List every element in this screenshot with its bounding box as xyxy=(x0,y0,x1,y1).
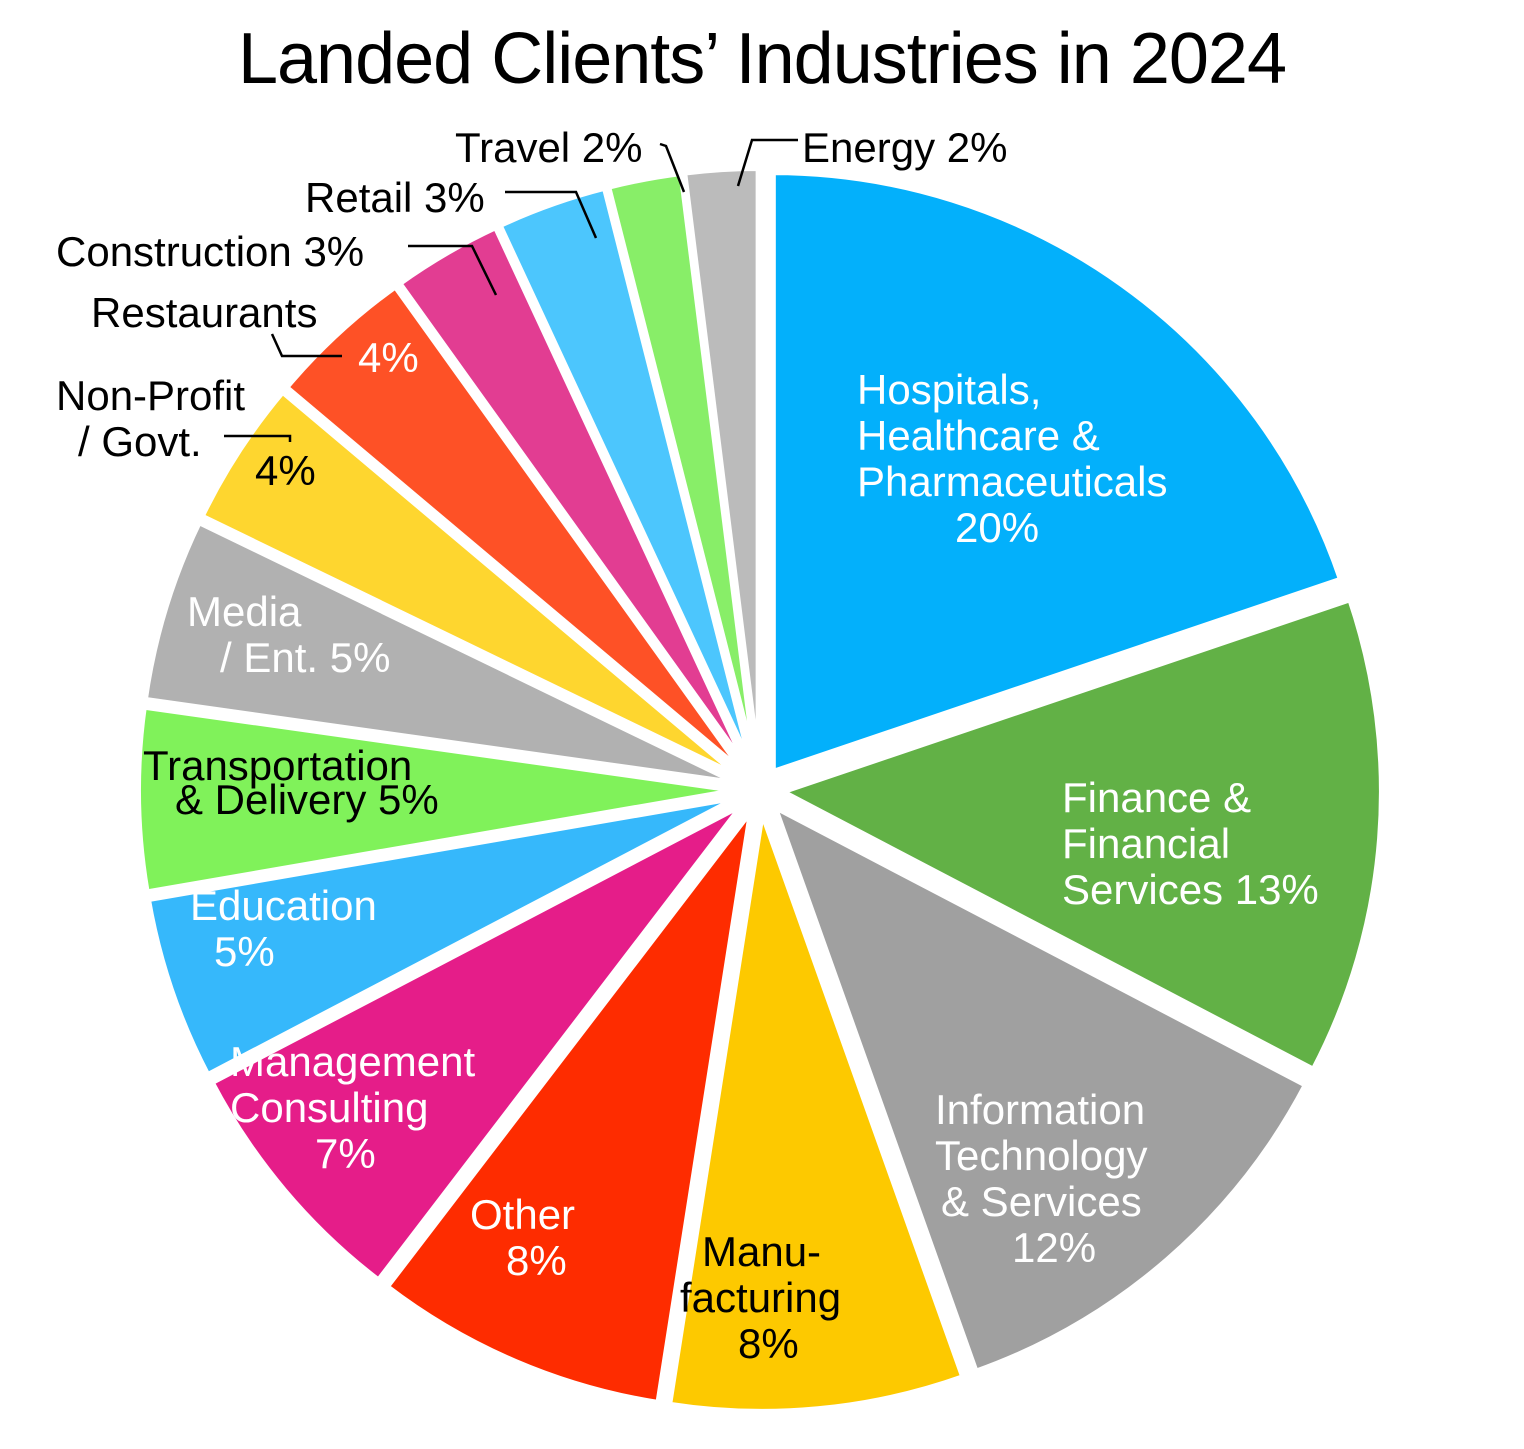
slice-label-line: 5% xyxy=(214,928,275,975)
slice-label-restaurants: 4% xyxy=(358,334,419,381)
callout-label-line: Non-Profit xyxy=(56,372,245,419)
slice-label-line: Media xyxy=(187,588,302,635)
slice-label-line: 20% xyxy=(955,504,1039,551)
slice-label-line: Transportation xyxy=(143,742,412,789)
slice-label-other: Other 8% xyxy=(470,1191,575,1284)
slice-label-line: Manu- xyxy=(702,1228,821,1275)
slice-label-education: Education 5% xyxy=(190,882,377,975)
pie-labels: Hospitals, Healthcare & Pharmaceuticals 20%… xyxy=(56,124,1319,1367)
slice-label-line: 8% xyxy=(506,1237,567,1284)
callout-label-construction: Construction 3% xyxy=(56,228,364,275)
callout-line-travel xyxy=(659,142,686,193)
callout-label-energy: Energy 2% xyxy=(802,124,1007,171)
slice-label-line: Services 13% xyxy=(1062,866,1319,913)
callout-line-non-profit-govt xyxy=(224,434,292,442)
slice-label-line: Finance & xyxy=(1062,774,1251,821)
pie-slice-non-profit-govt xyxy=(197,387,744,781)
slice-label-finance-financial-services: Finance & Financial Services 13% xyxy=(1062,774,1319,913)
slice-label-information-technology-services: Information Technology & Services 12% xyxy=(935,1086,1147,1271)
slice-label-line: 8% xyxy=(738,1320,799,1367)
slice-label-line: Other xyxy=(470,1191,575,1238)
slice-label-line: 12% xyxy=(1012,1224,1096,1271)
pie-slice-transportation-delivery xyxy=(135,703,739,896)
slice-label-management-consulting: Management Consulting 7% xyxy=(230,1038,475,1177)
callout-label-line: Restaurants xyxy=(91,289,317,336)
slice-label-line: & Services xyxy=(941,1178,1142,1225)
callout-line-construction xyxy=(408,244,498,296)
callout-line-energy xyxy=(736,138,798,187)
slice-label-line: facturing xyxy=(680,1274,841,1321)
callout-label-travel: Travel 2% xyxy=(455,124,643,171)
pie-slice-information-technology-services xyxy=(769,800,1311,1376)
pie-slice-energy xyxy=(680,165,762,769)
slice-label-non-profit-govt: 4% xyxy=(255,447,316,494)
slice-label-line: / Ent. 5% xyxy=(220,634,390,681)
callout-label-retail: Retail 3% xyxy=(305,174,485,221)
pie-slice-construction xyxy=(395,223,752,773)
pie-slice-restaurants xyxy=(281,282,748,777)
callout-line-retail xyxy=(505,190,598,239)
slice-label-line: Healthcare & xyxy=(857,412,1100,459)
callout-label-non-profit-govt: Non-Profit / Govt. xyxy=(56,372,245,465)
slice-label-manufacturing: Manu-facturing 8% xyxy=(680,1228,841,1367)
slice-label-line: Consulting xyxy=(230,1084,428,1131)
callout-label-line: Travel 2% xyxy=(455,124,643,171)
chart-title: Landed Clients’ Industries in 2024 xyxy=(237,19,1287,99)
slice-label-line: 4% xyxy=(358,334,419,381)
pie-slice-education xyxy=(144,794,741,1080)
pie-slice-hospitals-healthcare-pharmaceuticals xyxy=(769,169,1345,777)
slice-label-line: Education xyxy=(190,882,377,929)
slice-label-media-ent: Media / Ent. 5% xyxy=(187,588,390,681)
slice-label-line: & Delivery 5% xyxy=(175,776,439,823)
slice-label-line: Financial xyxy=(1062,820,1230,867)
slice-label-line: Information xyxy=(935,1086,1145,1133)
callout-line-restaurants xyxy=(270,333,342,358)
pie-slice-finance-financial-services xyxy=(774,595,1385,1074)
slice-label-line: Pharmaceuticals xyxy=(857,458,1167,505)
callout-label-line: Retail 3% xyxy=(305,174,485,221)
slice-label-line: Technology xyxy=(935,1132,1147,1179)
pie-slice-retail xyxy=(495,184,756,771)
slice-label-transportation-delivery: Transportation & Delivery 5% xyxy=(143,742,439,823)
callout-label-line: Construction 3% xyxy=(56,228,364,275)
slice-label-line: 7% xyxy=(315,1130,376,1177)
callout-leader-lines xyxy=(224,138,798,442)
callout-label-line: Energy 2% xyxy=(802,124,1007,171)
callout-label-restaurants: Restaurants xyxy=(91,289,317,336)
slice-label-line: Management xyxy=(230,1038,475,1085)
slice-label-hospitals-healthcare-pharmaceuticals: Hospitals, Healthcare & Pharmaceuticals 20% xyxy=(857,366,1167,551)
pie-slices xyxy=(135,165,1385,1415)
pie-slice-management-consulting xyxy=(207,801,746,1285)
slice-label-line: Hospitals, xyxy=(857,366,1041,413)
pie-slice-media-ent xyxy=(141,518,741,787)
callout-label-line: / Govt. xyxy=(78,418,202,465)
slice-label-line: 4% xyxy=(255,447,316,494)
pie-slice-other xyxy=(382,808,755,1407)
pie-slice-manufacturing xyxy=(665,810,968,1415)
